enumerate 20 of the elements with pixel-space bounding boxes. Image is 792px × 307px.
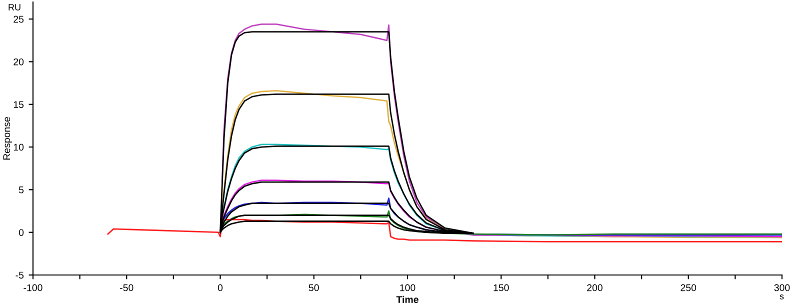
- x-tick-label: 150: [494, 284, 509, 292]
- y-tick-label: 10: [14, 144, 24, 151]
- y-tick-label: 15: [14, 101, 24, 108]
- x-tick-label: 200: [587, 284, 602, 292]
- x-tick-label: 0: [218, 284, 223, 292]
- x-tick-label: 100: [400, 284, 416, 292]
- y-axis-title: Response: [3, 117, 12, 160]
- y-tick-label: 0: [18, 229, 24, 236]
- x-axis-title: Time: [396, 296, 418, 304]
- x-tick-label: 250: [680, 284, 696, 292]
- x-tick-label: -50: [120, 284, 134, 292]
- x-tick-label: 300: [774, 284, 790, 292]
- y-tick-label: 5: [18, 186, 24, 194]
- x-tick-label: -100: [24, 284, 42, 292]
- y-tick-label: -5: [16, 272, 24, 279]
- text: s: [780, 294, 784, 300]
- text: RU: [8, 4, 20, 10]
- y-tick-label: 20: [14, 58, 24, 66]
- y-tick-label: 25: [14, 16, 24, 23]
- x-tick-label: 50: [308, 284, 319, 292]
